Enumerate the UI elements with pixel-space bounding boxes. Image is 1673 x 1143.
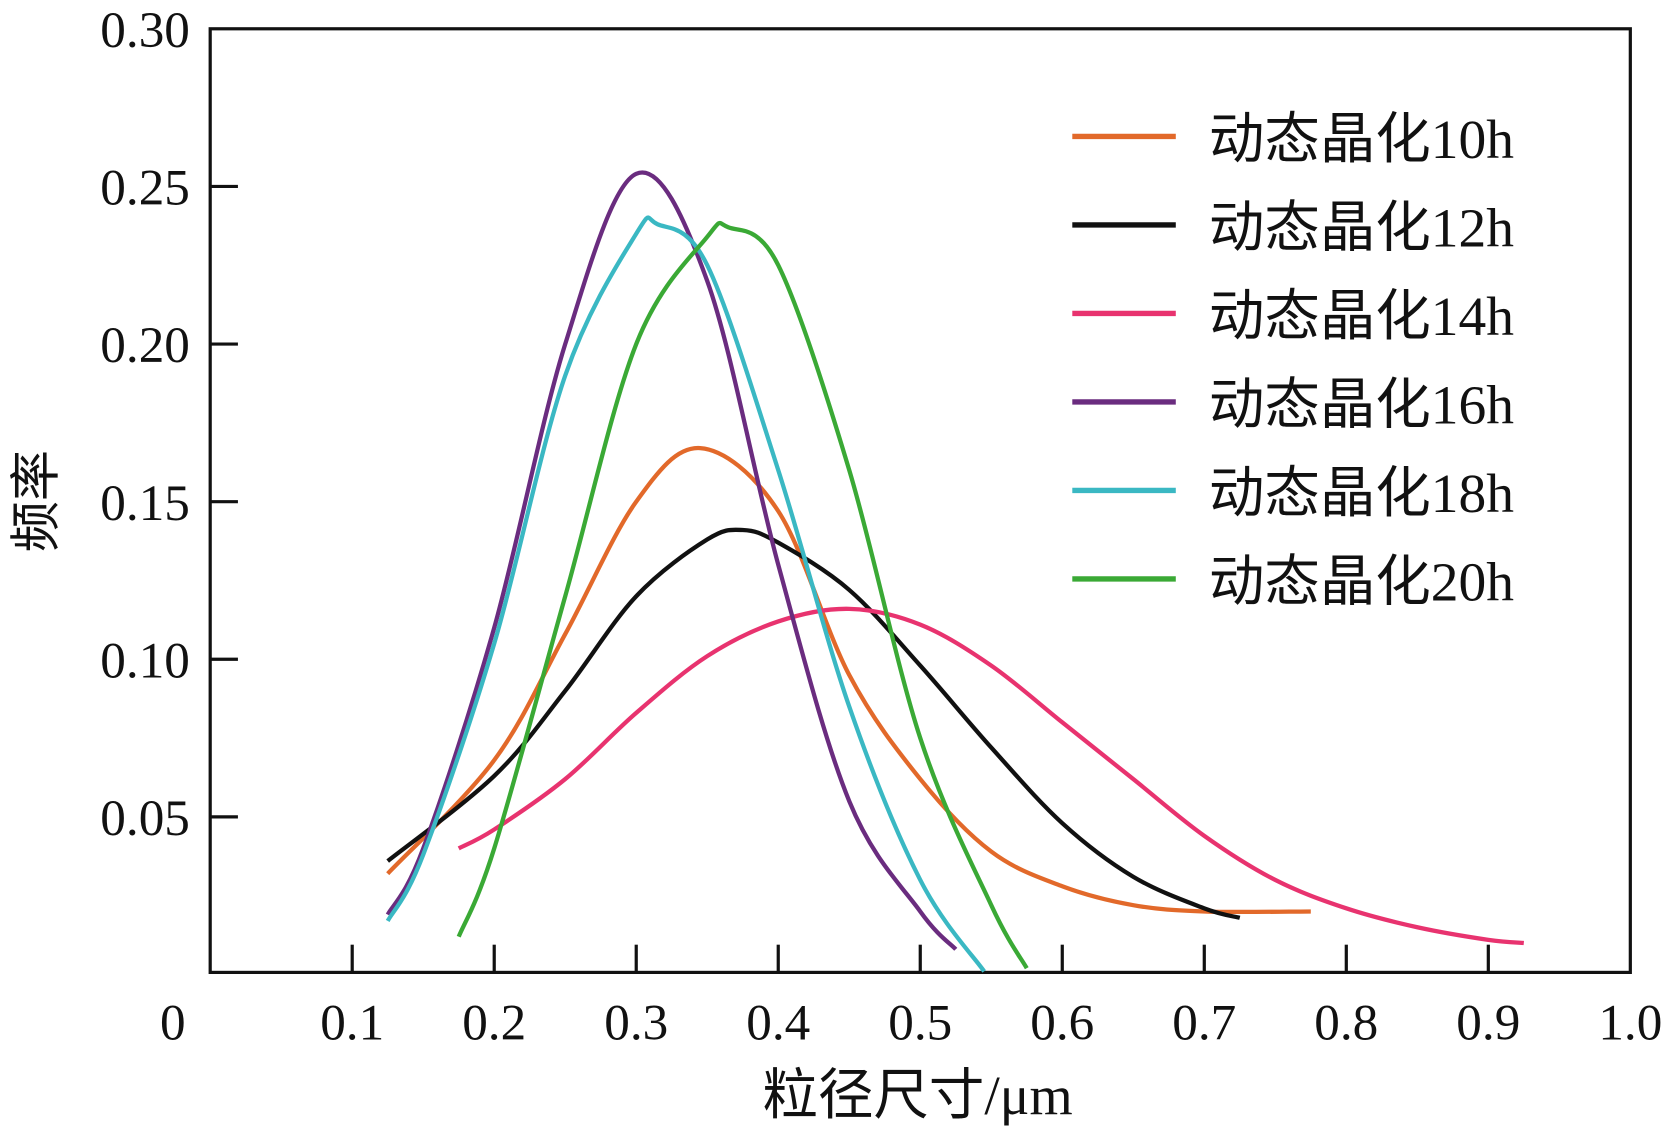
- legend-item: 动态晶化16h: [1072, 374, 1514, 435]
- x-tick-label: 0.8: [1314, 995, 1378, 1052]
- y-axis-ticks: 0.05 0.10 0.15 0.20 0.25 0.30: [100, 2, 238, 847]
- series-line-5: [385, 215, 986, 973]
- legend-label: 动态晶化10h: [1209, 109, 1514, 170]
- x-tick-label: 0.4: [746, 995, 810, 1052]
- legend-label: 动态晶化18h: [1209, 463, 1514, 524]
- x-tick-label: 0: [160, 995, 186, 1052]
- x-tick-label: 0.5: [888, 995, 952, 1052]
- legend-label: 动态晶化16h: [1209, 374, 1514, 435]
- x-tick-label: 0.1: [320, 995, 384, 1052]
- x-tick-label: 1.0: [1598, 995, 1662, 1052]
- x-tick-label: 0.3: [604, 995, 668, 1052]
- series-line-3: [457, 606, 1525, 946]
- legend-label: 动态晶化12h: [1209, 197, 1514, 258]
- legend-label: 动态晶化20h: [1209, 551, 1514, 612]
- legend-label: 动态晶化14h: [1209, 286, 1514, 347]
- y-axis-label: 频率: [8, 450, 65, 552]
- series-line-4: [385, 170, 958, 951]
- legend-item: 动态晶化14h: [1072, 286, 1514, 347]
- legend: 动态晶化10h 动态晶化12h 动态晶化14h 动态晶化16h 动态晶化18h 动态晶化2…: [1072, 109, 1514, 612]
- x-tick-label: 0.9: [1456, 995, 1520, 1052]
- x-tick-label: 0.2: [462, 995, 526, 1052]
- y-tick-label: 0.25: [100, 160, 190, 217]
- y-tick-label: 0.15: [100, 475, 190, 532]
- series-line-6: [456, 220, 1029, 970]
- series-line-2: [386, 527, 1241, 920]
- x-tick-label: 0.7: [1172, 995, 1236, 1052]
- legend-item: 动态晶化12h: [1072, 197, 1514, 258]
- x-axis-ticks: 0 0.1 0.2 0.3 0.4 0.5 0.6 0.7 0.8 0.9 1.0: [160, 944, 1662, 1052]
- legend-item: 动态晶化18h: [1072, 463, 1514, 524]
- y-tick-label: 0.20: [100, 317, 190, 374]
- y-tick-label: 0.10: [100, 632, 190, 689]
- series-curves: [385, 170, 1525, 973]
- legend-item: 动态晶化20h: [1072, 551, 1514, 612]
- y-tick-label: 0.30: [100, 2, 190, 59]
- legend-item: 动态晶化10h: [1072, 109, 1514, 170]
- y-tick-label: 0.05: [100, 790, 190, 847]
- x-axis-label: 粒径尺寸/μm: [762, 1065, 1072, 1126]
- x-tick-label: 0.6: [1030, 995, 1094, 1052]
